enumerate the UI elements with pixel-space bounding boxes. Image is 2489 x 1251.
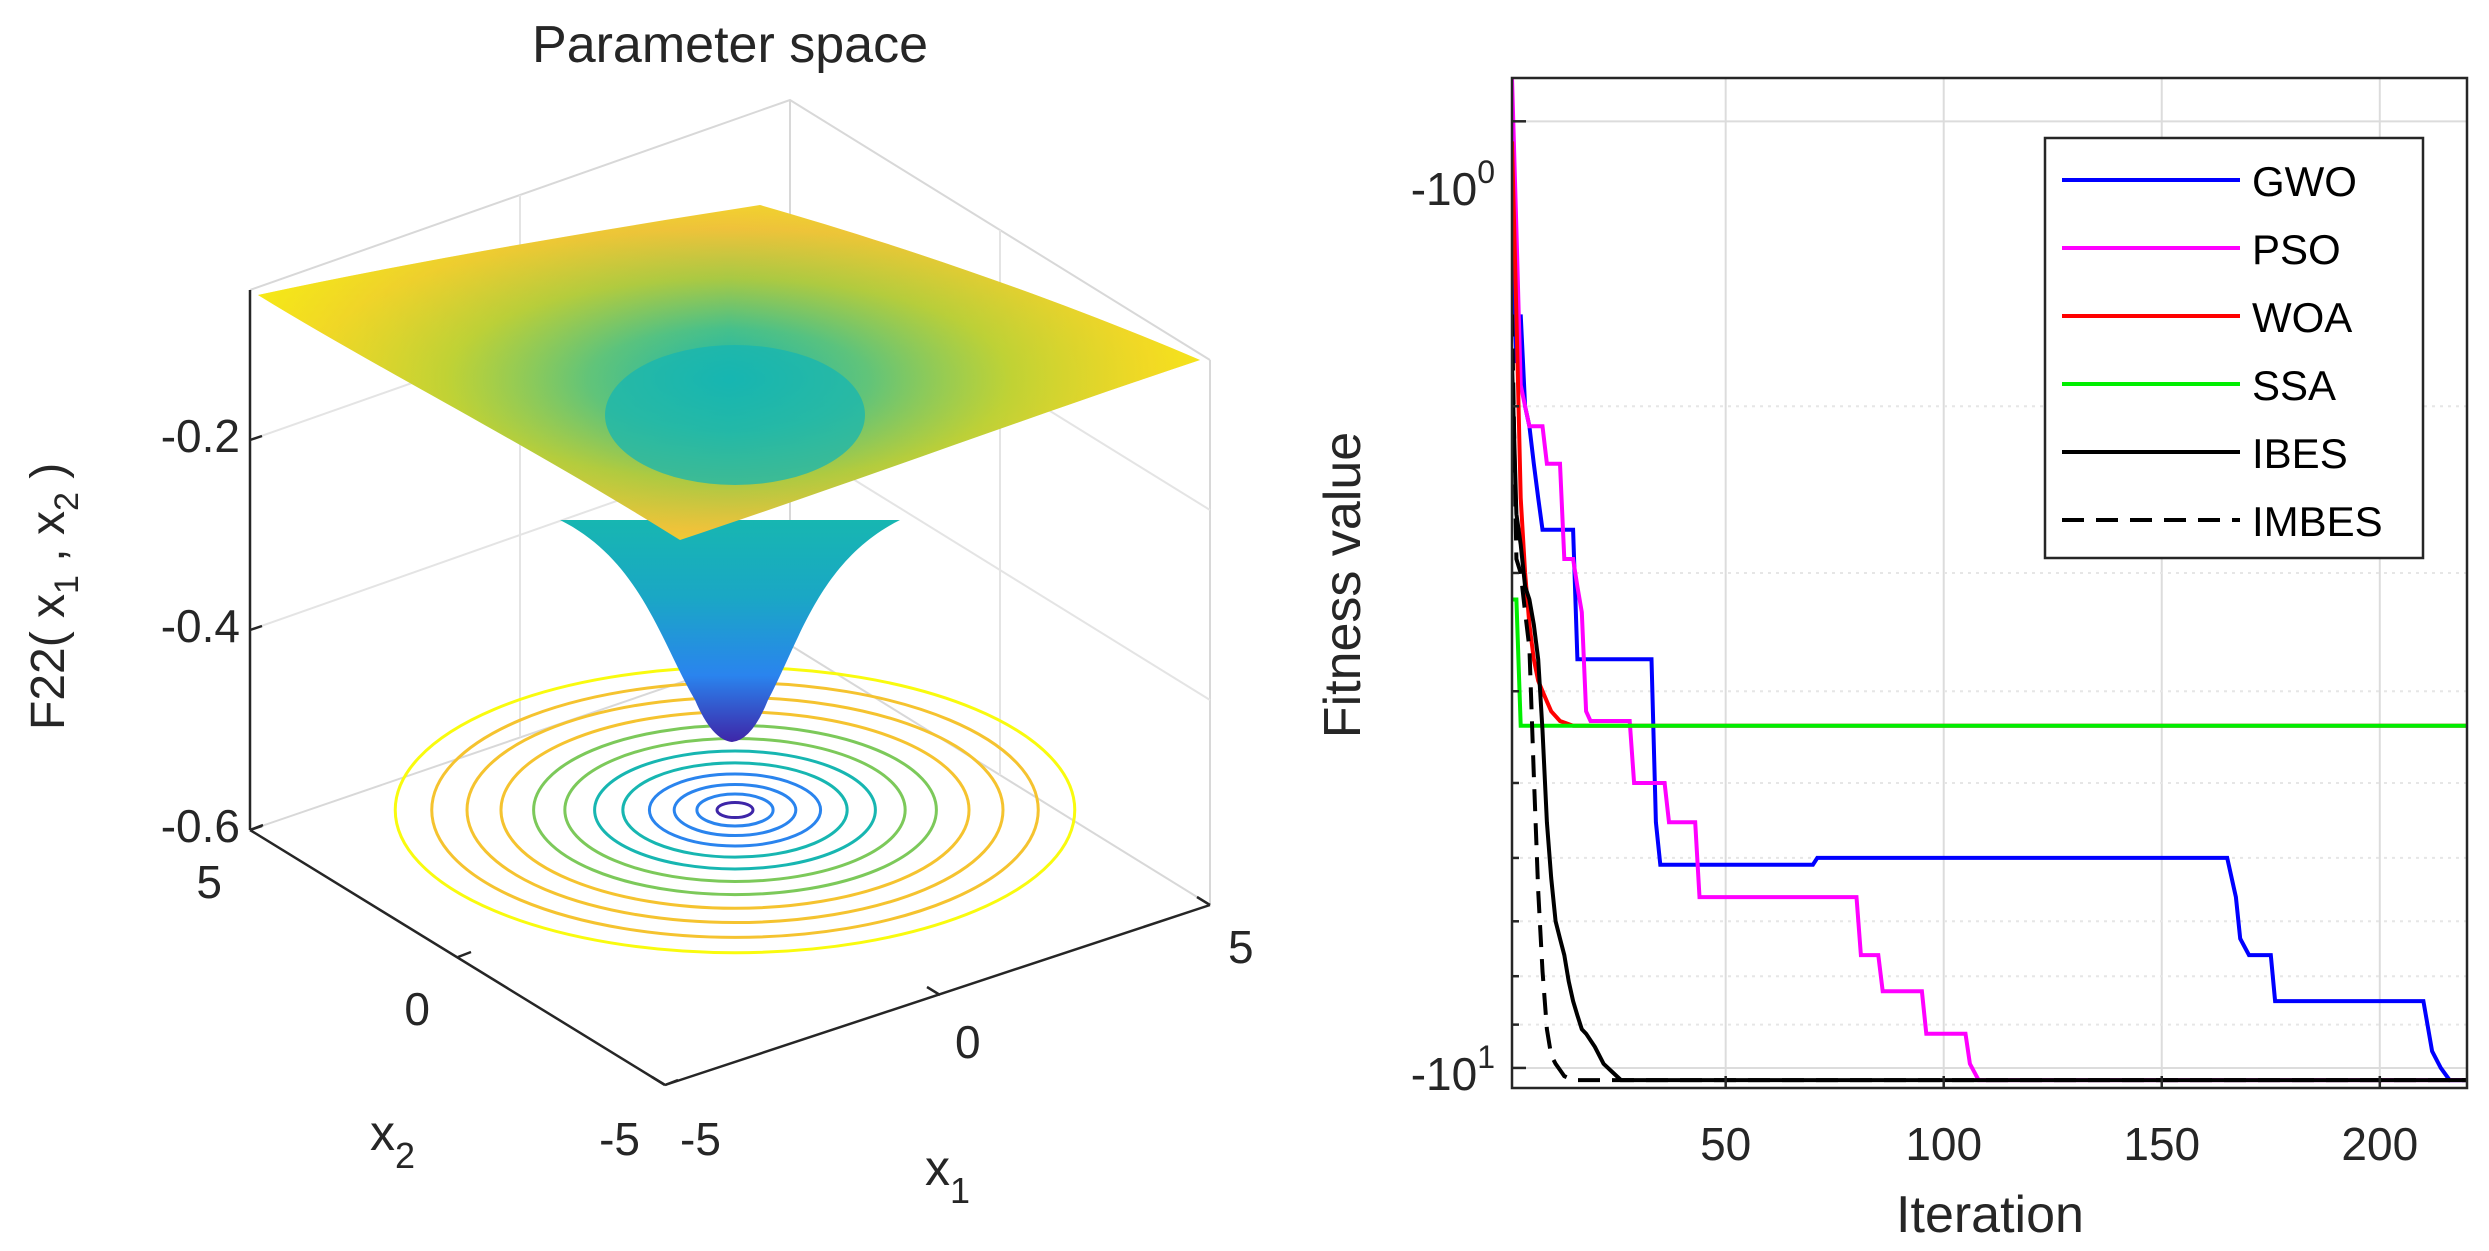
series-line-ssa [1512,597,2467,728]
z-axis-label: F22( x1 , x2 ) [22,463,86,730]
series-group [1512,78,2467,1083]
y-axis-label: Fitness value [1314,432,1372,738]
contour-line [593,749,877,871]
surface-well [605,345,865,485]
legend-label-ibes: IBES [2252,430,2348,477]
x-tick-label: 150 [2123,1118,2200,1170]
z-tick-label: -0.6 [161,800,240,852]
x2-tick-label: 0 [404,983,430,1035]
contour-line [695,792,775,828]
x2-axis-label: x2 [370,1105,415,1176]
y-tick-label: -100 [1411,154,1495,215]
legend-label-gwo: GWO [2252,158,2357,205]
x1-axis-label: x1 [925,1140,970,1211]
x1-tick-label: 5 [1228,921,1254,973]
axis-ticks [1512,120,2382,1088]
surface-title: Parameter space [532,16,928,74]
series-line-ibes [1512,362,2467,1083]
surface-plot: Parameter space [22,16,1254,1211]
legend-label-ssa: SSA [2252,362,2336,409]
plot-frame [1510,76,2469,1090]
x-tick-label: 50 [1700,1118,1751,1170]
x1-tick-label: 0 [955,1016,981,1068]
z-tick-label: -0.2 [161,410,240,462]
legend: GWO PSO WOA SSA IBES IMBES [2043,136,2425,560]
surface-funnel [560,520,900,742]
x-tick-labels: 50 100 150 200 [1700,1118,2418,1170]
series-line-pso [1512,78,2467,1083]
z-tick-label: -0.4 [161,600,240,652]
legend-label-woa: WOA [2252,294,2352,341]
legend-box [2043,136,2425,560]
contour-line [621,761,849,859]
y-tick-label: -101 [1411,1039,1495,1100]
axes-lines [248,290,1211,1087]
contour-line [563,737,907,883]
contour-line [647,772,823,848]
contour-line [672,782,798,838]
x-tick-label: 100 [1905,1118,1982,1170]
convergence-plot: -100 -101 50 100 150 200 Iteration Fitness … [1314,76,2469,1244]
x2-tick-label: 5 [196,856,222,908]
x2-tick-label: -5 [599,1113,640,1165]
legend-label-imbes: IMBES [2252,498,2383,545]
x-tick-label: 200 [2341,1118,2418,1170]
axis-ticks [249,434,1211,1087]
x-axis-label: Iteration [1896,1186,2084,1244]
contour-line [715,800,755,820]
series-line-imbes [1512,314,2467,1083]
legend-label-pso: PSO [2252,226,2341,273]
x1-tick-label: -5 [680,1113,721,1165]
series-line-gwo [1512,229,2467,1083]
